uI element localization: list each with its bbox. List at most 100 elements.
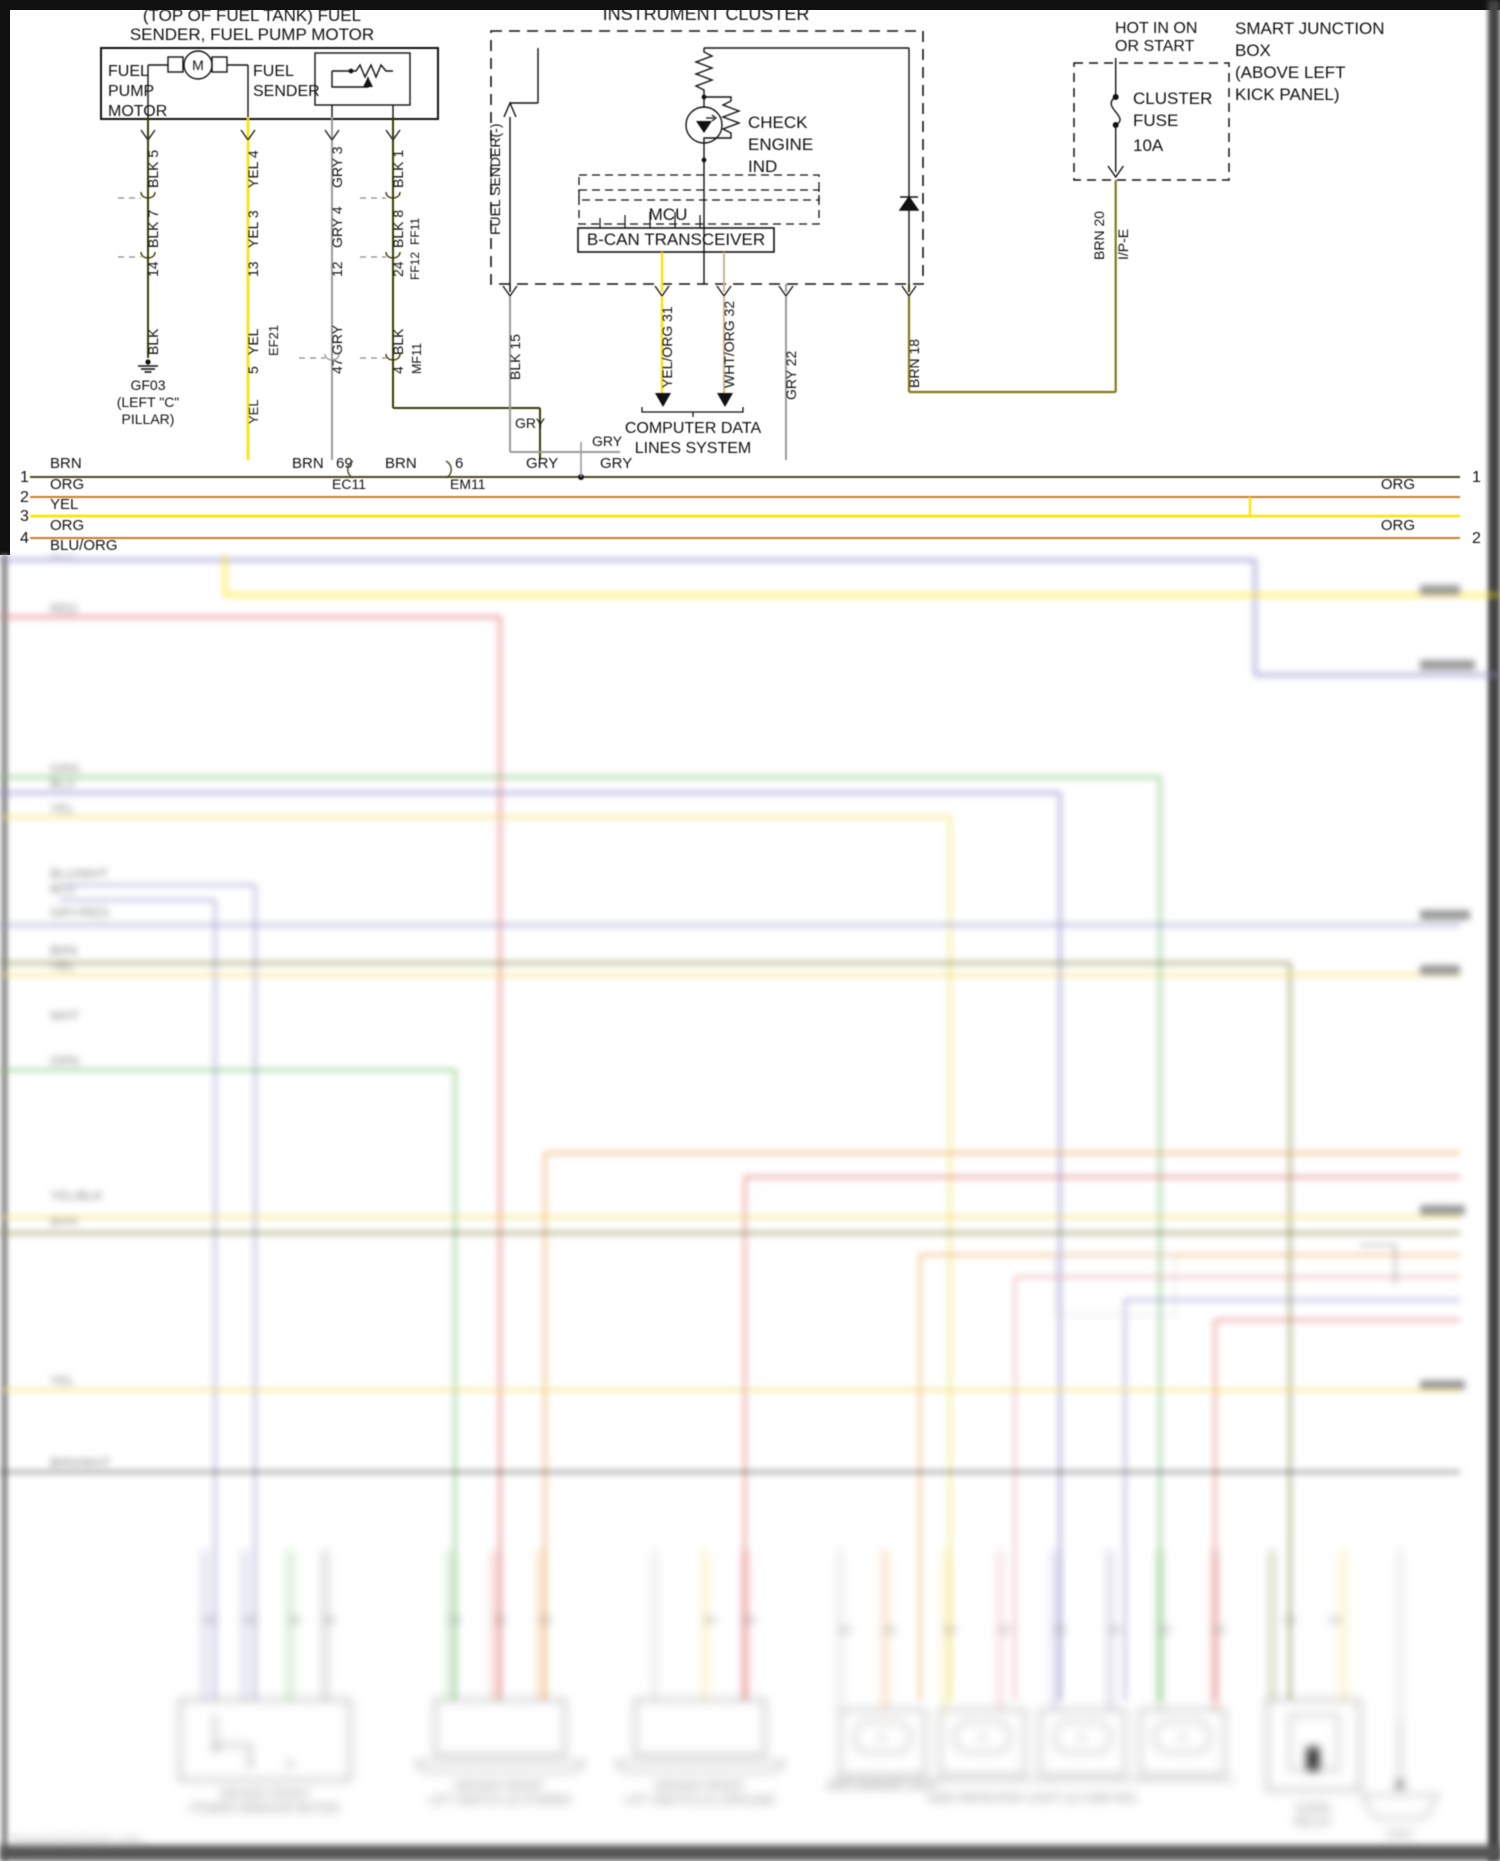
svg-text:ORG: ORG [1381, 517, 1415, 534]
svg-text:EM11: EM11 [450, 476, 486, 492]
svg-text:BRN: BRN [385, 455, 417, 472]
svg-text:FUEL: FUEL [253, 63, 294, 80]
svg-text:EF21: EF21 [266, 325, 281, 356]
svg-text:DRIVER FRONT: DRIVER FRONT [655, 1779, 746, 1793]
svg-text:G301: G301 [1387, 1829, 1414, 1841]
svg-text:ORG: ORG [1381, 476, 1415, 493]
svg-text:4: 4 [20, 530, 29, 547]
svg-text:YEL 3: YEL 3 [245, 210, 261, 248]
svg-text:BRN 20: BRN 20 [1091, 211, 1107, 260]
svg-text:SIDE MARKER LIGHT: SIDE MARKER LIGHT [826, 1781, 938, 1793]
svg-text:FUSE: FUSE [1133, 111, 1178, 130]
svg-text:GRY: GRY [329, 324, 345, 355]
svg-text:BRN: BRN [292, 455, 324, 472]
svg-text:SENDER: SENDER [253, 83, 320, 100]
svg-text:GRN: GRN [50, 1053, 79, 1068]
svg-text:YEL: YEL [50, 496, 78, 513]
svg-text:COMPUTER DATA: COMPUTER DATA [625, 420, 762, 437]
svg-text:DRIVER FRONT: DRIVER FRONT [220, 1787, 311, 1801]
svg-text:MCU: MCU [649, 205, 688, 224]
svg-text:GRN: GRN [50, 761, 79, 776]
svg-text:2: 2 [1472, 530, 1481, 547]
svg-text:LIFT SWITCH (F) GROUND: LIFT SWITCH (F) GROUND [625, 1793, 776, 1807]
svg-text:WHT: WHT [50, 1008, 80, 1023]
svg-text:MOTOR: MOTOR [108, 103, 167, 120]
svg-text:BRN/WHT: BRN/WHT [50, 1455, 111, 1470]
svg-text:6: 6 [455, 455, 463, 472]
svg-text:PILLAR): PILLAR) [122, 411, 175, 427]
svg-text:GF03: GF03 [130, 377, 165, 393]
svg-text:GRY 22: GRY 22 [783, 350, 799, 400]
svg-text:GRY 3: GRY 3 [329, 146, 345, 188]
svg-text:FF11: FF11 [408, 218, 422, 245]
svg-text:YEL: YEL [245, 328, 261, 355]
svg-text:BLU: BLU [50, 881, 75, 896]
svg-text:(ABOVE LEFT: (ABOVE LEFT [1235, 63, 1346, 82]
svg-text:I/P-E: I/P-E [1115, 229, 1131, 260]
svg-text:BRN: BRN [50, 1213, 77, 1228]
svg-text:ORG: ORG [50, 476, 84, 493]
svg-text:YEL 4: YEL 4 [245, 150, 261, 188]
svg-text:YEL/BLK: YEL/BLK [50, 1188, 103, 1203]
svg-text:24: 24 [390, 261, 406, 277]
svg-text:FUEL: FUEL [108, 63, 149, 80]
svg-text:MF11: MF11 [410, 343, 424, 374]
svg-text:OR START: OR START [1115, 38, 1195, 55]
svg-text:KICK PANEL): KICK PANEL) [1235, 85, 1340, 104]
svg-text:2: 2 [20, 489, 29, 506]
svg-text:HOT IN ON: HOT IN ON [1115, 20, 1197, 37]
svg-text:(TOP OF FUEL TANK) FUEL: (TOP OF FUEL TANK) FUEL [143, 6, 361, 25]
svg-text:RELAY: RELAY [1294, 1815, 1332, 1829]
svg-text:FUEL SENDER(-): FUEL SENDER(-) [487, 124, 503, 236]
svg-text:BLK 5: BLK 5 [145, 150, 161, 188]
svg-text:BLU/ORG: BLU/ORG [50, 537, 118, 554]
svg-text:BLU/WHT: BLU/WHT [50, 866, 109, 881]
svg-text:WHT/ORG 32: WHT/ORG 32 [721, 301, 737, 388]
svg-text:POWER WINDOW MOTOR: POWER WINDOW MOTOR [190, 1801, 339, 1815]
svg-text:YEL: YEL [50, 1373, 75, 1388]
svg-text:LINES SYSTEM: LINES SYSTEM [635, 440, 751, 457]
svg-text:GRY: GRY [592, 433, 623, 449]
svg-text:YEL: YEL [246, 399, 261, 424]
svg-text:(LEFT "C": (LEFT "C" [117, 394, 180, 410]
svg-text:PUMP: PUMP [108, 83, 154, 100]
svg-text:CLUSTER: CLUSTER [1133, 89, 1212, 108]
svg-text:GRY: GRY [526, 455, 558, 472]
svg-text:HORN: HORN [1295, 1801, 1330, 1815]
svg-text:BLU: BLU [50, 776, 75, 791]
svg-text:INSTRUMENT CLUSTER: INSTRUMENT CLUSTER [603, 4, 810, 24]
svg-text:1: 1 [1472, 469, 1481, 486]
svg-text:BLK 8: BLK 8 [390, 210, 406, 248]
svg-text:YEL: YEL [50, 801, 75, 816]
svg-text:EC11: EC11 [332, 476, 366, 492]
svg-text:BLK 7: BLK 7 [145, 210, 161, 248]
svg-text:ENGINE: ENGINE [748, 135, 813, 154]
svg-text:BLK: BLK [145, 328, 161, 355]
svg-text:BLK 1: BLK 1 [390, 150, 406, 188]
svg-text:DRIVER FRONT: DRIVER FRONT [455, 1779, 546, 1793]
svg-text:14: 14 [145, 261, 161, 277]
svg-text:RED: RED [50, 601, 77, 616]
svg-text:1: 1 [20, 469, 29, 486]
svg-text:LIFT SWITCH (F) POWER: LIFT SWITCH (F) POWER [429, 1793, 572, 1807]
svg-text:IND: IND [748, 157, 777, 176]
svg-text:GRY: GRY [600, 455, 632, 472]
svg-text:BLK 15: BLK 15 [507, 334, 523, 380]
svg-text:12: 12 [329, 261, 345, 277]
svg-text:SMART JUNCTION: SMART JUNCTION [1235, 19, 1385, 38]
svg-text:YEL/ORG 31: YEL/ORG 31 [659, 306, 675, 388]
svg-text:SIDE REPEATER LIGHT (LH AND RH: SIDE REPEATER LIGHT (LH AND RH) [928, 1791, 1137, 1805]
svg-text:ORG: ORG [50, 517, 84, 534]
svg-text:CHECK: CHECK [748, 113, 808, 132]
svg-text:GRY: GRY [515, 415, 546, 431]
svg-text:5: 5 [245, 366, 261, 374]
svg-text:B-CAN TRANSCEIVER: B-CAN TRANSCEIVER [587, 230, 765, 249]
svg-text:BOX: BOX [1235, 41, 1271, 60]
svg-text:YEL: YEL [50, 958, 75, 973]
svg-text:BLK: BLK [390, 328, 406, 355]
svg-text:3: 3 [20, 508, 29, 525]
svg-text:10A: 10A [1133, 136, 1164, 155]
svg-text:SENDER, FUEL PUMP MOTOR: SENDER, FUEL PUMP MOTOR [130, 25, 374, 44]
svg-text:M: M [192, 57, 204, 73]
svg-text:GRY/RED: GRY/RED [50, 905, 109, 920]
